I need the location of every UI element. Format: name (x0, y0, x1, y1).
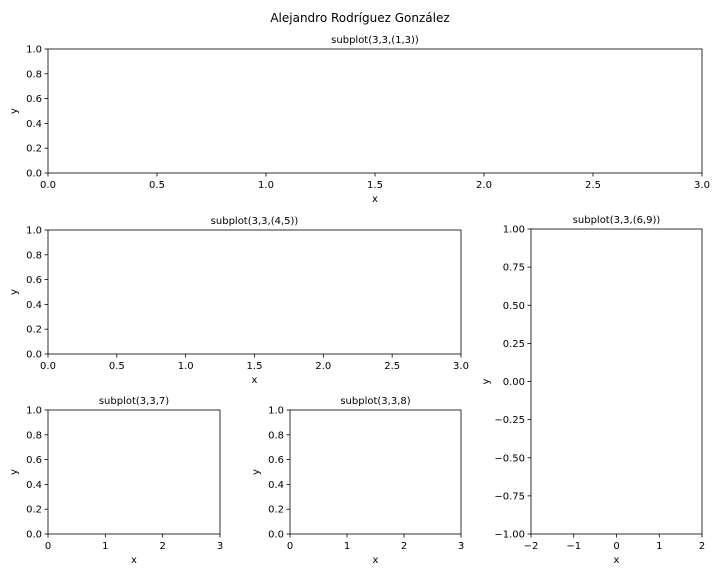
x-tick-label: 1.0 (178, 361, 194, 372)
axes-frame (47, 48, 703, 174)
x-tick-label: 1 (344, 541, 350, 552)
x-tick-label: 2.0 (315, 361, 331, 372)
axes-frame (530, 228, 703, 535)
subplot-title: subplot(3,3,(1,3)) (331, 35, 419, 46)
y-tick-label: 0.8 (26, 250, 42, 261)
y-tick-label: 0.25 (503, 339, 525, 350)
axes-frame (289, 409, 462, 535)
x-tick-label: 2 (159, 541, 165, 552)
x-tick-label: 1.5 (367, 180, 383, 191)
x-axis-label: x (373, 555, 379, 566)
x-tick-label: 0 (45, 541, 51, 552)
y-tick-label: 0.0 (26, 169, 42, 180)
y-tick-label: 0.4 (26, 480, 42, 491)
x-tick-label: 0.5 (109, 361, 125, 372)
y-axis-label: y (9, 108, 20, 114)
y-tick-label: 0.2 (26, 505, 42, 516)
x-axis-label: x (372, 194, 378, 205)
x-tick-label: 1 (656, 541, 662, 552)
x-tick-label: 3.0 (694, 180, 710, 191)
x-tick-label: 2.5 (384, 361, 400, 372)
subplot-1: subplot(3,3,(1,3)) 0.0 0.5 1.0 1.5 2.0 2.5 3.0 0… (9, 35, 710, 205)
subplot-title: subplot(3,3,(6,9)) (573, 215, 661, 226)
y-tick-label: −0.50 (494, 453, 525, 464)
x-tick-label: 0 (287, 541, 293, 552)
y-tick-label: 0.0 (268, 530, 284, 541)
x-tick-label: 2.0 (476, 180, 492, 191)
x-tick-label: −1 (566, 541, 581, 552)
figure-suptitle: Alejandro Rodríguez González (270, 11, 449, 25)
y-tick-label: −1.00 (494, 530, 525, 541)
x-axis-label: x (131, 555, 137, 566)
subplot-title: subplot(3,3,8) (340, 396, 410, 407)
y-tick-label: 0.2 (268, 505, 284, 516)
y-tick-label: 0.4 (268, 480, 284, 491)
x-tick-label: 0 (613, 541, 619, 552)
y-tick-label: 0.2 (26, 144, 42, 155)
subplot-4: subplot(3,3,7) 0 1 2 3 0.0 0.2 0.4 0.6 0.8 1.0 x y (9, 396, 223, 566)
x-tick-label: 3 (217, 541, 223, 552)
y-tick-label: −0.25 (494, 415, 525, 426)
x-tick-label: −2 (524, 541, 539, 552)
subplot-title: subplot(3,3,7) (99, 396, 169, 407)
y-tick-label: 1.0 (268, 406, 284, 417)
y-tick-label: 0.6 (268, 455, 284, 466)
y-axis-label: y (9, 289, 20, 295)
y-tick-label: 0.50 (503, 301, 525, 312)
y-tick-label: 0.0 (26, 350, 42, 361)
x-tick-label: 3.0 (453, 361, 469, 372)
x-tick-label: 3 (458, 541, 464, 552)
axes-frame (47, 229, 462, 355)
y-tick-label: −0.75 (494, 491, 525, 502)
y-tick-label: 1.0 (26, 406, 42, 417)
axes-frame (47, 409, 221, 535)
y-tick-label: 0.2 (26, 325, 42, 336)
x-tick-label: 1 (102, 541, 108, 552)
y-tick-label: 1.00 (503, 225, 525, 236)
axes-layer: subplot(3,3,(1,3)) 0.0 0.5 1.0 1.5 2.0 2.5 3.0 0… (9, 35, 710, 566)
y-tick-label: 0.8 (26, 430, 42, 441)
subplot-5: subplot(3,3,8) 0 1 2 3 0.0 0.2 0.4 0.6 0.8 1.0 x y (251, 396, 464, 566)
y-axis-label: y (9, 469, 20, 475)
y-tick-label: 1.0 (26, 226, 42, 237)
y-tick-label: 0.75 (503, 263, 525, 274)
y-tick-label: 0.6 (26, 94, 42, 105)
y-tick-label: 0.6 (26, 455, 42, 466)
x-tick-label: 0.0 (40, 180, 56, 191)
y-tick-label: 0.4 (26, 119, 42, 130)
x-tick-label: 2 (699, 541, 705, 552)
x-axis-label: x (614, 555, 620, 566)
y-tick-label: 0.0 (26, 530, 42, 541)
y-axis-label: y (481, 378, 492, 384)
y-axis-label: y (251, 469, 262, 475)
x-tick-label: 0.5 (149, 180, 165, 191)
x-tick-label: 1.0 (258, 180, 274, 191)
y-tick-label: 0.4 (26, 300, 42, 311)
subplot-3: subplot(3,3,(6,9)) −2 −1 0 1 2 −1.00 −0.75 −0.50… (481, 215, 705, 566)
x-tick-label: 2 (401, 541, 407, 552)
x-tick-label: 1.5 (247, 361, 263, 372)
subplot-title: subplot(3,3,(4,5)) (211, 216, 299, 227)
y-tick-label: 1.0 (26, 45, 42, 56)
x-tick-label: 0.0 (40, 361, 56, 372)
x-tick-label: 2.5 (585, 180, 601, 191)
y-tick-label: 0.6 (26, 275, 42, 286)
y-tick-label: 0.8 (26, 69, 42, 80)
x-axis-label: x (252, 375, 258, 386)
y-tick-label: 0.00 (503, 377, 525, 388)
subplot-2: subplot(3,3,(4,5)) 0.0 0.5 1.0 1.5 2.0 2.5 3.0 0… (9, 216, 469, 386)
y-tick-label: 0.8 (268, 430, 284, 441)
